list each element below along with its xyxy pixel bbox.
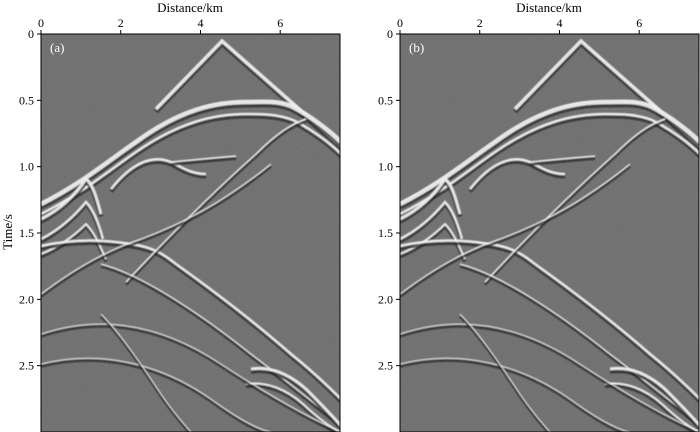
panel-b-tag: (b)	[409, 40, 424, 55]
y-tick-label: 0	[387, 27, 393, 41]
x-tick-label: 6	[636, 16, 642, 30]
panel-a-x-axis-label: Distance/km	[157, 0, 223, 15]
x-tick-label: 4	[556, 16, 562, 30]
y-tick-label: 0	[28, 27, 34, 41]
y-tick-label: 0.5	[378, 93, 393, 107]
panel-a: (a) Distance/km Time/s 0 2 4 6 0 0.5 1.0 1.5 2.…	[0, 0, 341, 432]
panel-a-tag: (a)	[50, 40, 64, 55]
panel-a-noise	[41, 34, 340, 432]
y-tick-label: 1.5	[378, 226, 393, 240]
y-tick-label: 1.0	[378, 160, 393, 174]
y-tick-label: 1.5	[19, 226, 34, 240]
y-tick-label: 2.0	[19, 292, 34, 306]
x-tick-label: 0	[397, 16, 403, 30]
x-tick-label: 0	[38, 16, 44, 30]
panel-b-noise	[400, 34, 699, 432]
panel-b-x-ticks: 0 2 4 6	[397, 16, 642, 34]
x-tick-label: 4	[197, 16, 203, 30]
panel-b-x-axis-label: Distance/km	[516, 0, 582, 15]
panel-a-y-axis-label: Time/s	[0, 214, 15, 250]
y-tick-label: 2.0	[378, 292, 393, 306]
x-tick-label: 2	[118, 16, 124, 30]
x-tick-label: 6	[277, 16, 283, 30]
panel-b: (b) Distance/km 0 2 4 6 0 0.5 1.0 1.5 2.0 2.5	[378, 0, 700, 432]
y-tick-label: 2.5	[378, 359, 393, 373]
panel-a-x-ticks: 0 2 4 6	[38, 16, 283, 34]
panel-a-y-ticks: 0 0.5 1.0 1.5 2.0 2.5	[19, 27, 41, 373]
y-tick-label: 0.5	[19, 93, 34, 107]
panel-b-y-ticks: 0 0.5 1.0 1.5 2.0 2.5	[378, 27, 400, 373]
y-tick-label: 1.0	[19, 160, 34, 174]
y-tick-label: 2.5	[19, 359, 34, 373]
x-tick-label: 2	[477, 16, 483, 30]
